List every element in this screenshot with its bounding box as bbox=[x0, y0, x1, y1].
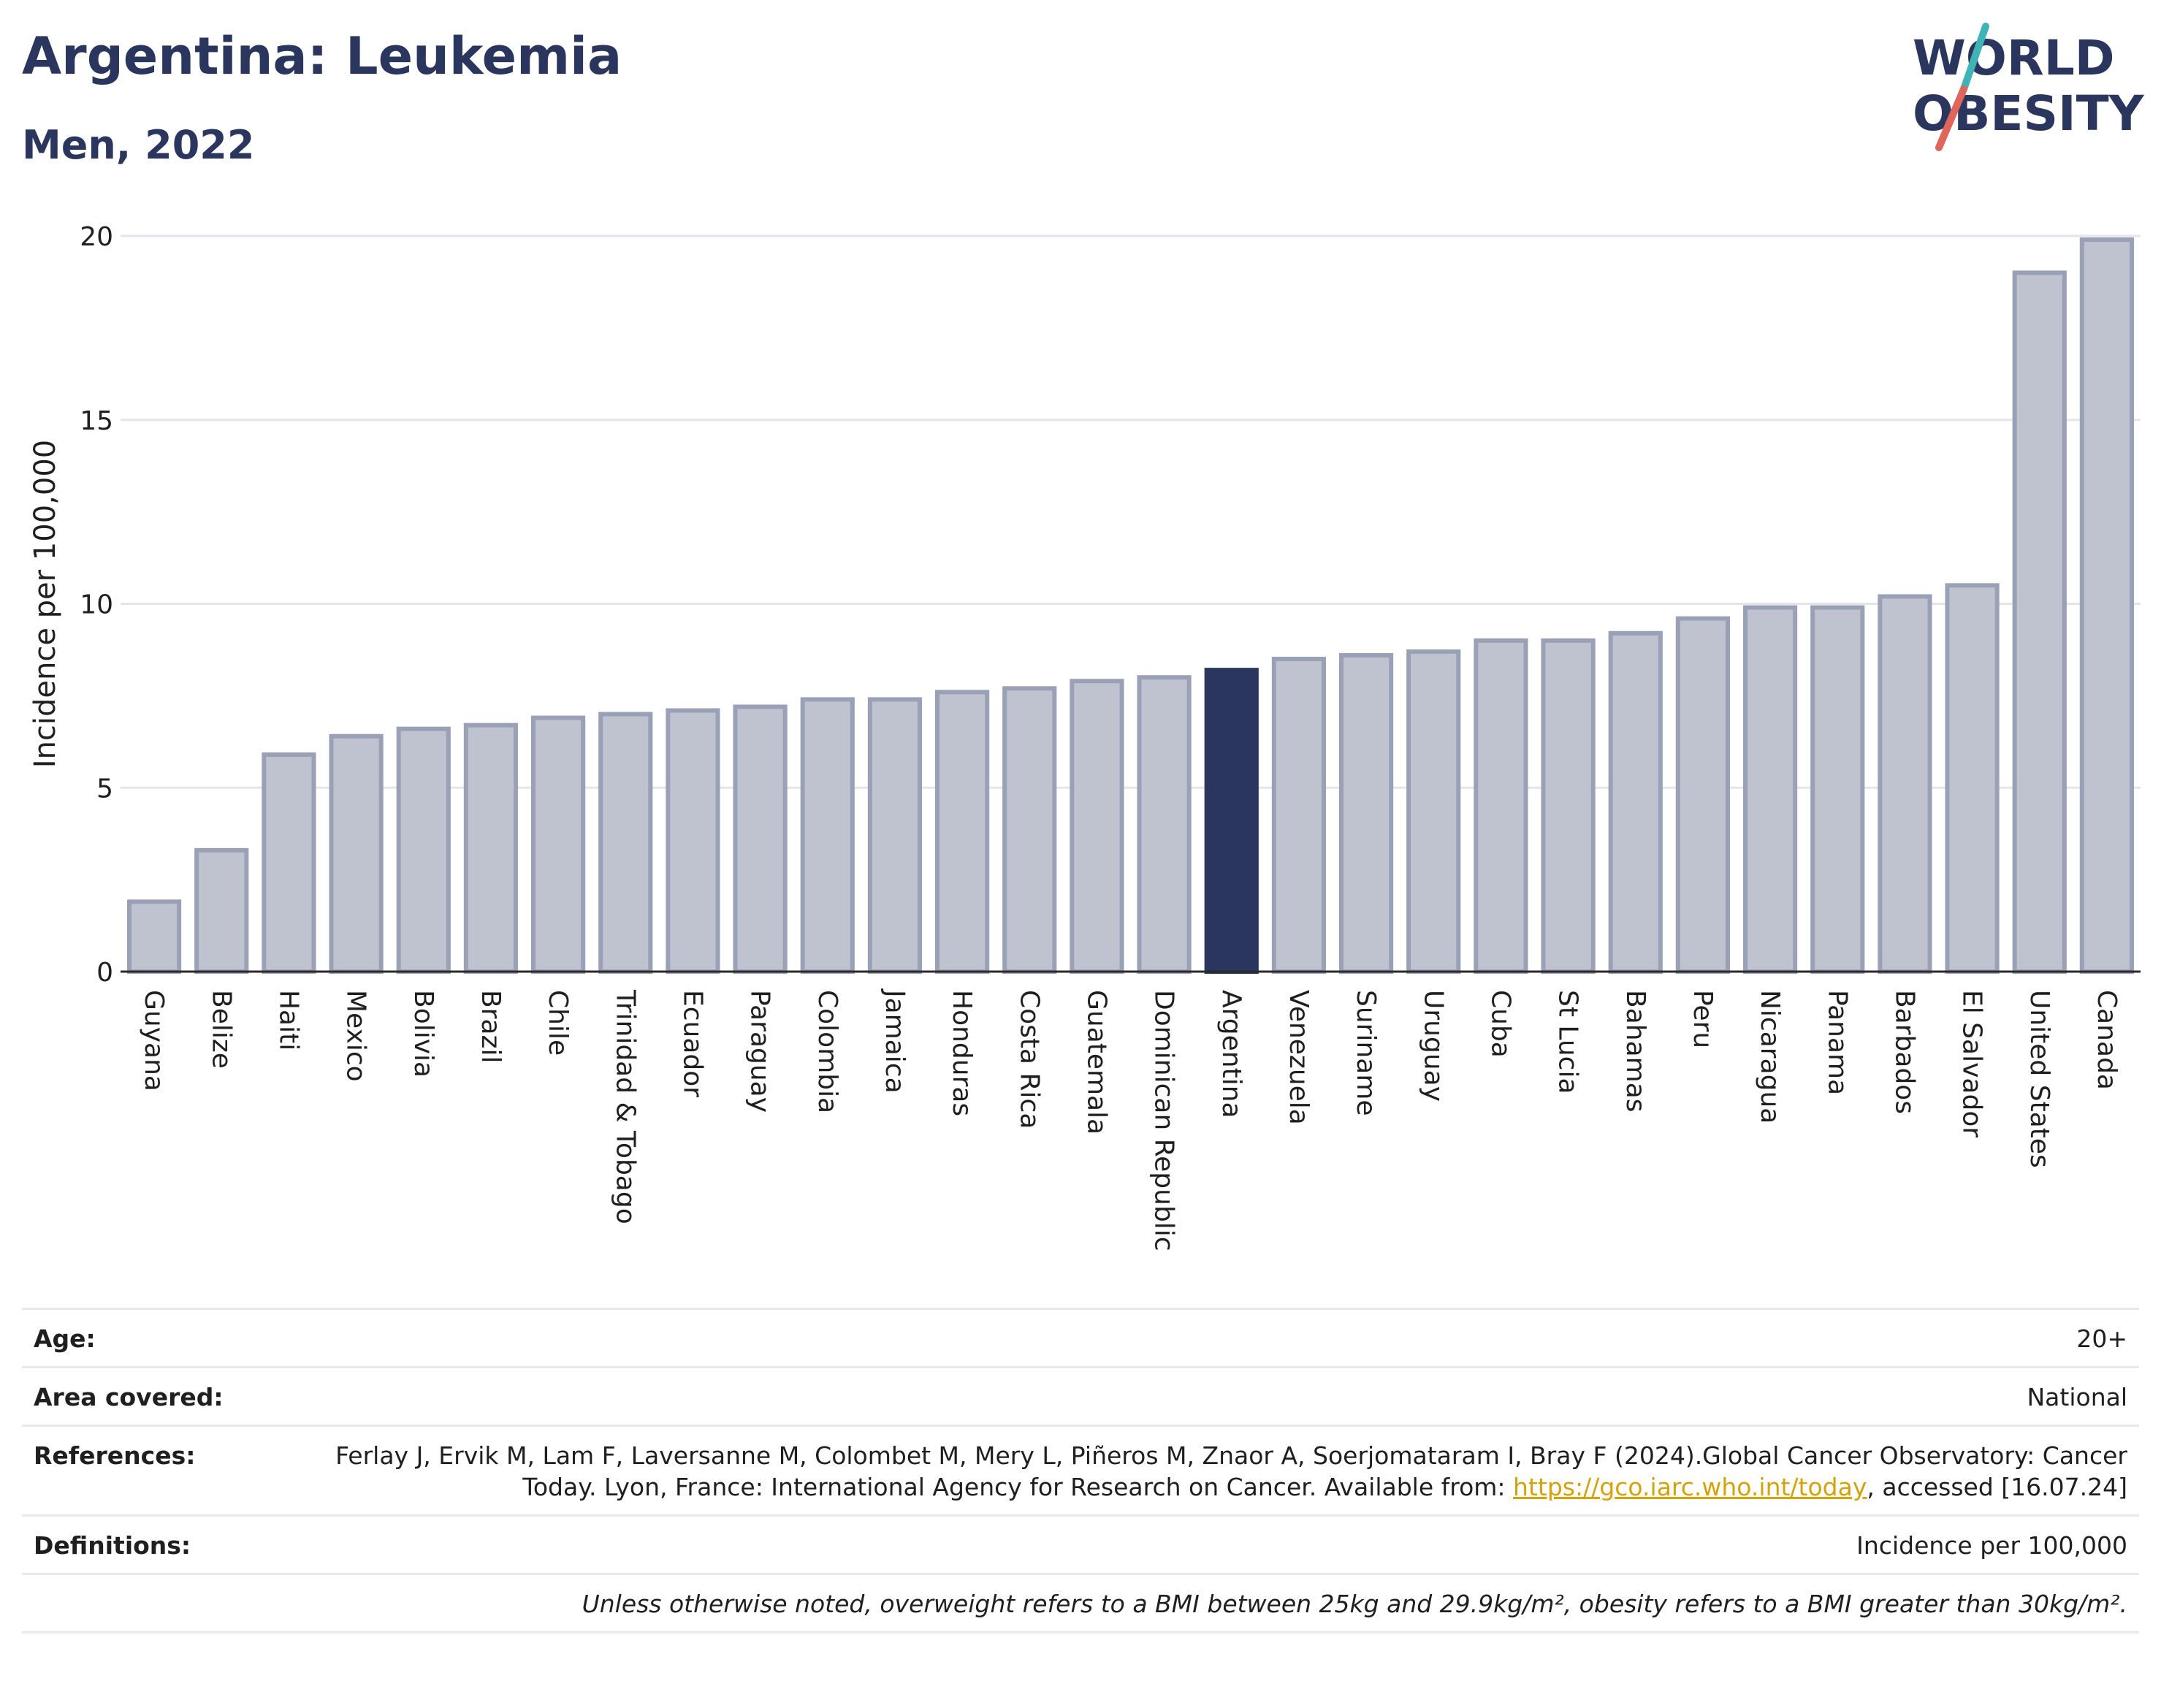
logo-slash-top bbox=[1960, 23, 1989, 93]
bar bbox=[2012, 270, 2067, 975]
info-table: Age: 20+ Area covered: National Referenc… bbox=[22, 1308, 2139, 1633]
bar-highlighted bbox=[1204, 668, 1259, 974]
x-tick-label: Ecuador bbox=[677, 990, 707, 1097]
bar bbox=[867, 697, 923, 974]
bar bbox=[666, 708, 720, 974]
y-tick-label: 0 bbox=[96, 958, 113, 988]
x-tick-label: Colombia bbox=[812, 990, 842, 1113]
x-tick-label: Barbados bbox=[1889, 990, 1919, 1114]
x-tick-label: Trinidad & Tobago bbox=[610, 989, 640, 1224]
bar bbox=[1271, 657, 1327, 975]
x-tick-label: Guatemala bbox=[1081, 990, 1111, 1135]
y-tick-label: 10 bbox=[80, 590, 113, 620]
references-value: Ferlay J, Ervik M, Lam F, Laversanne M, … bbox=[301, 1440, 2127, 1503]
x-tick-label: Mexico bbox=[341, 990, 371, 1082]
x-tick-label: Brazil bbox=[476, 990, 506, 1063]
x-tick-label: Haiti bbox=[273, 990, 303, 1051]
x-tick-label: Paraguay bbox=[745, 990, 775, 1113]
y-tick-label: 20 bbox=[80, 222, 113, 252]
bar bbox=[800, 697, 855, 974]
logo-line1: WORLD bbox=[1913, 30, 2115, 86]
bar bbox=[1742, 605, 1798, 974]
age-label: Age: bbox=[34, 1324, 96, 1353]
age-value: 20+ bbox=[2076, 1324, 2127, 1353]
bar bbox=[463, 723, 519, 975]
bar bbox=[396, 726, 451, 974]
bar bbox=[598, 712, 653, 974]
references-link[interactable]: https://gco.iarc.who.int/today bbox=[1513, 1473, 1867, 1501]
y-axis-label: Incidence per 100,000 bbox=[28, 440, 62, 769]
area-label: Area covered: bbox=[34, 1383, 224, 1411]
x-tick-label: Argentina bbox=[1216, 990, 1246, 1118]
references-text-1: Ferlay J, Ervik M, Lam F, Laversanne M, … bbox=[335, 1441, 2127, 1501]
bar-chart: 0 5 10 15 20 Guyana Belize Haiti Mexico Bolivia Br… bbox=[28, 222, 2141, 1251]
logo-slash-bottom bbox=[1935, 85, 1967, 151]
x-tick-label: Dominican Republic bbox=[1149, 990, 1179, 1251]
x-tick-label: Jamaica bbox=[880, 988, 910, 1094]
x-tick-label: Nicaragua bbox=[1755, 990, 1785, 1124]
bar bbox=[1406, 649, 1461, 975]
bar bbox=[329, 733, 384, 974]
bar bbox=[934, 690, 990, 975]
x-tick-label: Peru bbox=[1688, 990, 1718, 1048]
bar bbox=[1945, 583, 2000, 974]
bmi-note: Unless otherwise noted, overweight refer… bbox=[582, 1590, 2127, 1618]
x-tick-label: Belize bbox=[206, 990, 236, 1069]
definitions-label: Definitions: bbox=[34, 1531, 191, 1560]
references-label: References: bbox=[34, 1441, 196, 1470]
info-row-note: Unless otherwise noted, overweight refer… bbox=[22, 1573, 2139, 1633]
bar bbox=[1002, 686, 1057, 974]
chart-title: Argentina: Leukemia bbox=[22, 26, 622, 86]
bar bbox=[1338, 652, 1394, 974]
bar bbox=[1070, 679, 1124, 974]
bar bbox=[194, 847, 249, 974]
info-row-definitions: Definitions: Incidence per 100,000 bbox=[22, 1514, 2139, 1573]
bar bbox=[1137, 675, 1192, 974]
grid-lines bbox=[121, 235, 2141, 789]
x-tick-label: Bahamas bbox=[1620, 990, 1650, 1113]
x-tick-label: Bolivia bbox=[408, 990, 438, 1078]
x-tick-label: Cuba bbox=[1485, 990, 1515, 1058]
bar bbox=[1675, 616, 1731, 974]
x-tick-label: Suriname bbox=[1351, 990, 1381, 1116]
definitions-value: Incidence per 100,000 bbox=[1856, 1531, 2127, 1560]
bar bbox=[262, 752, 316, 975]
x-tick-label: Costa Rica bbox=[1014, 990, 1044, 1129]
bar bbox=[1810, 605, 1865, 974]
bar bbox=[1541, 638, 1596, 974]
bar bbox=[1878, 594, 1932, 974]
x-tick-label: United States bbox=[2024, 990, 2054, 1168]
x-tick-label: Panama bbox=[1822, 990, 1852, 1095]
x-tick-label: St Lucia bbox=[1553, 990, 1583, 1094]
info-row-age: Age: 20+ bbox=[22, 1308, 2139, 1366]
x-tick-label: Chile bbox=[543, 990, 573, 1056]
bar bbox=[126, 899, 182, 974]
x-tick-label: Uruguay bbox=[1418, 990, 1448, 1102]
x-tick-label: Venezuela bbox=[1284, 990, 1314, 1125]
y-tick-label: 5 bbox=[96, 774, 113, 804]
chart-subtitle: Men, 2022 bbox=[22, 122, 255, 168]
bar bbox=[1474, 638, 1528, 974]
bar bbox=[2079, 237, 2135, 975]
bar bbox=[733, 704, 788, 974]
bar bbox=[530, 715, 586, 975]
x-tick-label: Guyana bbox=[139, 990, 169, 1091]
references-text-2: , accessed [16.07.24] bbox=[1867, 1473, 2127, 1501]
info-row-references: References: Ferlay J, Ervik M, Lam F, La… bbox=[22, 1425, 2139, 1514]
x-tick-label: Canada bbox=[2092, 990, 2122, 1090]
y-tick-label: 15 bbox=[80, 406, 113, 436]
axes: 0 5 10 15 20 Guyana Belize Haiti Mexico Bolivia Br… bbox=[80, 222, 2141, 1251]
x-tick-label: El Salvador bbox=[1957, 990, 1987, 1137]
area-value: National bbox=[2027, 1383, 2127, 1411]
bars bbox=[126, 237, 2135, 975]
info-row-area: Area covered: National bbox=[22, 1366, 2139, 1425]
world-obesity-logo: WORLD OBESITY bbox=[1913, 23, 2145, 151]
x-tick-label: Honduras bbox=[947, 990, 977, 1116]
bar bbox=[1608, 630, 1663, 975]
